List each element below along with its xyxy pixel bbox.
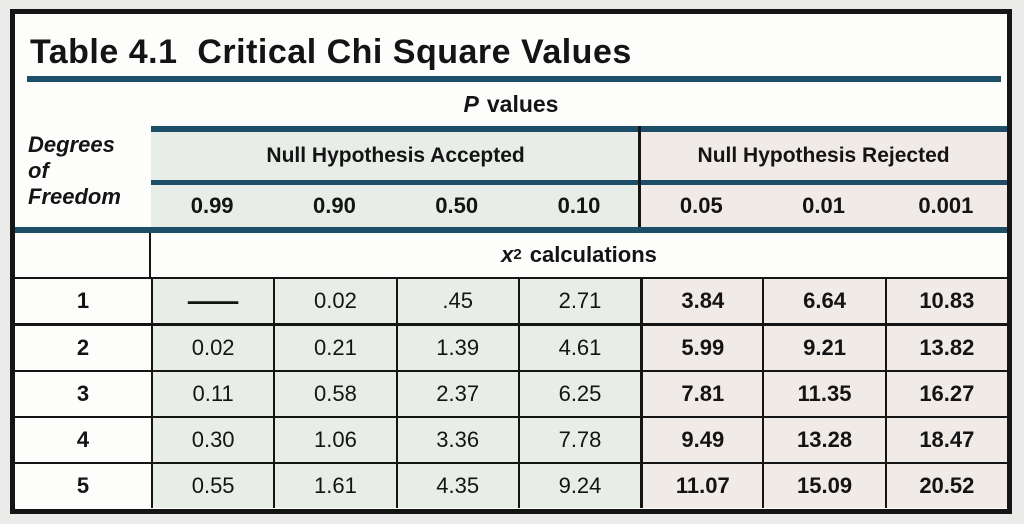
p-column-header: 0.01 [762, 185, 885, 227]
accepted-group-header: Null Hypothesis Accepted [151, 132, 641, 180]
value-cell: 5.99 [640, 326, 763, 370]
df-cell: 5 [15, 464, 151, 508]
value-cell: 1.06 [273, 418, 396, 462]
value-cell: 10.83 [884, 279, 1007, 323]
column-header-band: Null Hypothesis Accepted Null Hypothesis… [15, 126, 1007, 227]
calculations-label: calculations [529, 242, 657, 267]
table-row: 2 0.02 0.21 1.39 4.61 5.99 9.21 13.82 [15, 326, 1007, 372]
table-row: 1 — 0.02 .45 2.71 3.84 6.64 10.83 [15, 279, 1007, 326]
table-row: 5 0.55 1.61 4.35 9.24 11.07 15.09 20.52 [15, 464, 1007, 508]
chi-symbol: x [501, 242, 514, 267]
value-cell: 6.25 [517, 372, 641, 416]
value-cell: 20.52 [884, 464, 1007, 508]
df-cell: 1 [15, 279, 151, 323]
value-cell: 7.81 [640, 372, 763, 416]
value-cell: 0.11 [151, 372, 274, 416]
p-column-header: 0.90 [273, 185, 396, 227]
value-cell: 0.21 [273, 326, 396, 370]
accepted-rejected-divider [638, 126, 642, 227]
value-cell: 0.55 [151, 464, 274, 508]
value-cell: 4.35 [395, 464, 518, 508]
value-cell: .45 [395, 279, 518, 323]
p-column-header: 0.05 [640, 185, 763, 227]
value-cell: 1.39 [395, 326, 518, 370]
value-cell: 0.58 [273, 372, 396, 416]
df-cell: 4 [15, 418, 151, 462]
value-cell: 0.02 [151, 326, 274, 370]
table-title: Table 4.1 Critical Chi Square Values [30, 32, 632, 71]
teal-rule-top [151, 126, 1007, 132]
p-column-header: 0.50 [395, 185, 518, 227]
value-cell: 9.49 [640, 418, 763, 462]
value-cell: 9.21 [762, 326, 885, 370]
table-row: 4 0.30 1.06 3.36 7.78 9.49 13.28 18.47 [15, 418, 1007, 464]
df-cell: 2 [15, 326, 151, 370]
value-cell: 15.09 [762, 464, 885, 508]
value-cell: 6.64 [762, 279, 885, 323]
value-cell: — [151, 279, 274, 323]
value-cell: 3.36 [395, 418, 518, 462]
value-cell: 18.47 [884, 418, 1007, 462]
value-cell: 2.37 [395, 372, 518, 416]
value-cell: 13.28 [762, 418, 885, 462]
degrees-of-freedom-label: Degrees of Freedom [28, 132, 121, 209]
table-title-row: Table 4.1 Critical Chi Square Values [15, 14, 1007, 71]
p-values-heading: P values [15, 82, 1007, 126]
value-cell: 4.61 [517, 326, 641, 370]
title-underline-rule [27, 76, 1001, 82]
value-cell: 1.61 [273, 464, 396, 508]
value-cell: 16.27 [884, 372, 1007, 416]
p-value-header-row: 0.99 0.90 0.50 0.10 0.05 0.01 0.001 [15, 185, 1007, 227]
p-values-label: values [486, 90, 559, 117]
p-column-header: 0.99 [151, 185, 274, 227]
value-cell: 9.24 [517, 464, 641, 508]
table-row: 3 0.11 0.58 2.37 6.25 7.81 11.35 16.27 [15, 372, 1007, 418]
value-cell: 2.71 [517, 279, 641, 323]
no-value-dash: — [187, 284, 239, 316]
p-column-header: 0.001 [884, 185, 1007, 227]
rejected-group-header: Null Hypothesis Rejected [640, 132, 1007, 180]
df-cell: 3 [15, 372, 151, 416]
teal-rule-mid [151, 180, 1007, 185]
p-column-header: 0.10 [517, 185, 641, 227]
hypothesis-label-row: Null Hypothesis Accepted Null Hypothesis… [15, 132, 1007, 180]
teal-rule-full-width [15, 227, 1007, 233]
value-cell: 11.35 [762, 372, 885, 416]
value-cell: 0.02 [273, 279, 396, 323]
calc-row-spacer [15, 233, 151, 277]
df-header-spacer [15, 132, 151, 180]
table-figure-frame: Table 4.1 Critical Chi Square Values P v… [10, 9, 1012, 514]
p-symbol: P [463, 90, 479, 117]
value-cell: 0.30 [151, 418, 274, 462]
value-cell: 13.82 [884, 326, 1007, 370]
value-cell: 7.78 [517, 418, 641, 462]
value-cell: 3.84 [640, 279, 763, 323]
value-cell: 11.07 [640, 464, 763, 508]
